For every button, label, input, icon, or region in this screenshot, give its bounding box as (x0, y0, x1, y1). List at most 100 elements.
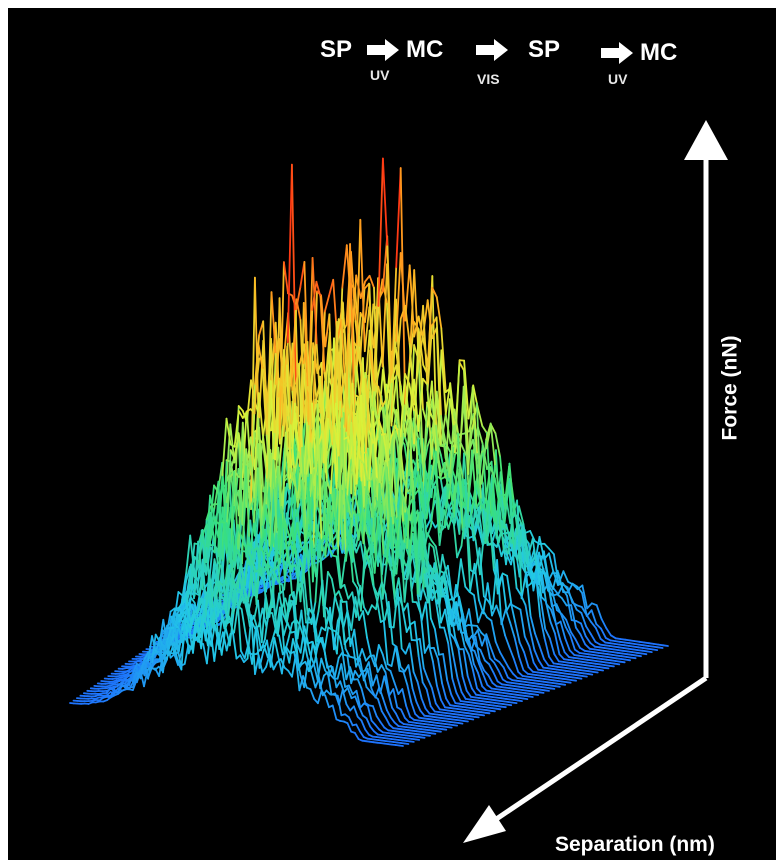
force-curve-segment (215, 600, 222, 611)
force-curve-segment (154, 633, 161, 643)
force-curve-segment (269, 431, 276, 488)
force-curve-segment (417, 655, 424, 684)
force-curve-segment (458, 438, 465, 450)
force-curve-segment (305, 542, 312, 601)
force-curve-segment (329, 426, 336, 495)
force-curve-segment (529, 615, 536, 635)
force-curve-segment (451, 677, 458, 694)
force-curve-segment (433, 628, 440, 656)
force-curve-segment (411, 687, 418, 703)
force-curve-segment (399, 665, 406, 673)
force-curve-segment (359, 458, 366, 466)
force-curve-segment (396, 588, 403, 650)
force-curve-segment (147, 635, 153, 662)
force-curve-segment (359, 585, 366, 609)
force-curve-segment (404, 372, 411, 385)
force-curve-segment (518, 505, 525, 526)
force-curve-segment (173, 653, 179, 666)
force-curve-segment (417, 359, 425, 468)
force-curve-segment (345, 494, 352, 518)
force-curve-segment (185, 618, 191, 628)
force-curve-segment (274, 338, 281, 385)
force-curve-segment (441, 682, 448, 700)
force-curve-segment (268, 653, 275, 671)
force-curve-segment (404, 419, 411, 513)
force-curve-segment (185, 563, 192, 606)
force-curve-segment (444, 608, 451, 635)
force-curve-segment (365, 655, 371, 662)
force-curve-segment (447, 483, 455, 501)
force-curve-segment (201, 523, 208, 537)
force-curve-segment (309, 688, 316, 700)
force-curve-segment (390, 377, 398, 423)
force-curve-segment (340, 556, 347, 589)
force-curve-segment (253, 443, 260, 499)
force-curve-segment (296, 479, 303, 508)
force-curve-segment (414, 738, 421, 741)
force-curve-segment (387, 601, 394, 645)
force-curve-segment (484, 466, 492, 502)
force-curve-segment (359, 280, 367, 300)
force-curve-segment (417, 560, 424, 598)
force-curve-segment (412, 474, 419, 495)
force-curve-segment (369, 725, 375, 733)
force-curve-segment (298, 624, 305, 639)
force-curve-segment (407, 664, 414, 690)
force-curve-segment (224, 546, 231, 584)
force-curve-segment (512, 548, 519, 562)
force-curve-segment (608, 664, 615, 668)
force-curve-segment (287, 523, 294, 548)
force-curve-segment (473, 594, 480, 624)
force-curve-segment (298, 558, 305, 574)
force-curve-segment (355, 345, 362, 368)
force-curve-segment (489, 466, 496, 480)
force-curve-segment (417, 377, 424, 432)
force-curve-segment (421, 560, 428, 575)
force-curve-segment (476, 406, 484, 427)
force-curve-segment (237, 489, 244, 525)
force-curve-segment (312, 663, 319, 681)
force-curve-segment (463, 645, 470, 656)
force-curve-segment (519, 608, 526, 638)
force-curve-segment (365, 532, 372, 540)
force-curve-segment (178, 614, 184, 623)
force-curve-segment (275, 606, 281, 634)
force-curve-segment (426, 678, 433, 689)
force-curve-segment (437, 657, 444, 685)
force-curve-segment (425, 688, 432, 708)
force-curve-segment (552, 587, 560, 596)
force-curve-segment (371, 583, 378, 601)
force-curve-segment (419, 736, 426, 739)
force-curve-segment (286, 621, 293, 634)
force-curve-segment (443, 483, 450, 528)
force-curve-segment (249, 455, 256, 495)
force-curve-segment (237, 409, 244, 419)
force-curve-segment (518, 655, 525, 671)
force-curve-segment (568, 649, 576, 656)
force-curve-segment (128, 681, 134, 690)
force-curve-segment (515, 587, 522, 596)
force-curve-segment (478, 547, 485, 598)
force-curve-segment (333, 657, 340, 678)
force-curve-segment (294, 309, 301, 468)
force-curve-segment (324, 694, 330, 709)
force-curve-segment (471, 386, 479, 455)
force-curve-segment (450, 693, 457, 704)
sequence-stimulus-3: VIS (477, 71, 500, 87)
force-curve-segment (250, 614, 256, 675)
force-curve-segment (340, 663, 347, 688)
force-curve-segment (624, 658, 631, 662)
force-curve-segment (445, 697, 452, 707)
force-curve-segment (533, 693, 540, 696)
force-curve-segment (346, 512, 354, 563)
force-curve-segment (404, 304, 411, 345)
force-curve-segment (392, 524, 399, 560)
force-curve-segment (353, 732, 360, 740)
force-curve-segment (512, 658, 520, 673)
force-curve-segment (570, 679, 577, 682)
force-curve-segment (603, 666, 610, 670)
force-curve-segment (288, 467, 295, 490)
force-curve-segment (360, 546, 366, 612)
force-curve-segment (479, 713, 486, 717)
force-curve-segment (292, 591, 299, 640)
